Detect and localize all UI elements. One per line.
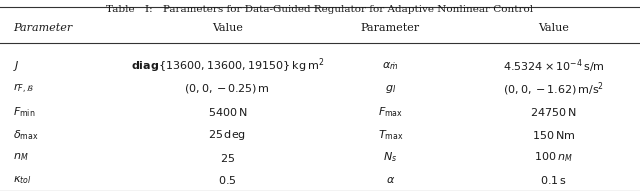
Text: $5400\,\mathrm{N}$: $5400\,\mathrm{N}$ [207,106,247,118]
Text: $\mathbf{diag}\{13600, 13600, 19150\}\,\mathrm{kg\,m}^2$: $\mathbf{diag}\{13600, 13600, 19150\}\,\… [131,57,324,75]
Text: $g_I$: $g_I$ [385,83,396,95]
Text: $\delta_{\mathrm{max}}$: $\delta_{\mathrm{max}}$ [13,128,38,142]
Text: $F_{\mathrm{min}}$: $F_{\mathrm{min}}$ [13,105,35,119]
Text: $4.5324 \times 10^{-4}\,\mathrm{s/m}$: $4.5324 \times 10^{-4}\,\mathrm{s/m}$ [502,57,605,75]
Text: $r_{F,\mathcal{B}}$: $r_{F,\mathcal{B}}$ [13,82,33,96]
Text: $(0, 0, -0.25)\,\mathrm{m}$: $(0, 0, -0.25)\,\mathrm{m}$ [184,82,270,95]
Text: $150\,\mathrm{Nm}$: $150\,\mathrm{Nm}$ [532,129,575,141]
Text: $25\,\mathrm{deg}$: $25\,\mathrm{deg}$ [208,128,246,142]
Text: Value: Value [538,23,569,33]
Text: $F_{\mathrm{max}}$: $F_{\mathrm{max}}$ [378,105,403,119]
Text: Value: Value [212,23,243,33]
Text: $(0, 0, -1.62)\,\mathrm{m/s}^2$: $(0, 0, -1.62)\,\mathrm{m/s}^2$ [503,80,604,98]
Text: $\alpha_{\dot{m}}$: $\alpha_{\dot{m}}$ [382,60,399,72]
Text: $0.5$: $0.5$ [218,175,237,186]
Text: $25$: $25$ [220,152,235,163]
Text: $0.1\,\mathrm{s}$: $0.1\,\mathrm{s}$ [540,175,567,186]
Text: $J$: $J$ [13,59,20,73]
Text: Parameter: Parameter [361,23,420,33]
Text: $\alpha$: $\alpha$ [386,176,395,185]
Text: Parameter: Parameter [13,23,72,33]
Text: $T_{\mathrm{max}}$: $T_{\mathrm{max}}$ [378,128,403,142]
Text: $100\,n_M$: $100\,n_M$ [534,151,573,164]
Text: $\kappa_{tol}$: $\kappa_{tol}$ [13,175,31,186]
Text: $24750\,\mathrm{N}$: $24750\,\mathrm{N}$ [531,106,577,118]
Text: $n_M$: $n_M$ [13,152,28,163]
Text: $N_s$: $N_s$ [383,151,397,164]
Text: Table I: Parameters for Data-Guided Regulator for Adaptive Nonlinear Control: Table I: Parameters for Data-Guided Regu… [106,5,534,14]
